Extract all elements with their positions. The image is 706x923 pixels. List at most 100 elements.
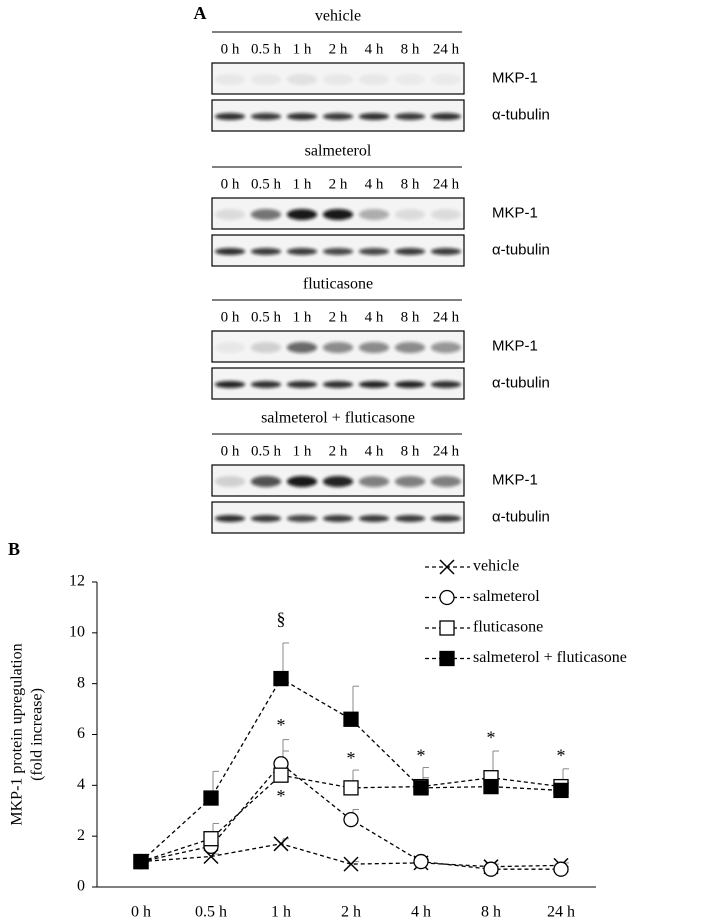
marker — [343, 711, 359, 727]
band — [214, 381, 246, 388]
marker — [439, 559, 455, 575]
annotation: * — [277, 786, 286, 806]
band — [358, 476, 390, 487]
y-axis-label: (fold increase) — [29, 688, 46, 781]
x-tick-label: 4 h — [411, 904, 431, 921]
y-tick-label: 0 — [77, 878, 85, 895]
band — [358, 113, 390, 120]
lane-label: 0 h — [221, 41, 240, 57]
x-tick-label: 2 h — [341, 904, 361, 921]
band — [286, 209, 318, 220]
marker — [413, 853, 429, 870]
y-tick-label: 2 — [77, 827, 85, 844]
y-tick-label: 12 — [69, 573, 85, 590]
legend-label: vehicle — [473, 558, 519, 575]
marker — [203, 831, 219, 847]
band — [430, 113, 462, 120]
band — [358, 74, 390, 85]
annotation: * — [487, 728, 496, 748]
annotation: * — [277, 715, 286, 735]
marker-stroke — [273, 836, 289, 852]
lane-label: 0 h — [221, 443, 240, 459]
band — [286, 248, 318, 255]
blot-label: MKP-1 — [492, 69, 538, 86]
band — [214, 209, 246, 220]
marker — [553, 861, 569, 877]
lane-label: 24 h — [433, 176, 460, 192]
legend-label: fluticasone — [473, 619, 543, 636]
marker — [439, 620, 455, 636]
group-title: salmeterol — [305, 143, 372, 160]
band — [394, 74, 426, 85]
band — [358, 381, 390, 388]
band — [394, 113, 426, 120]
x-tick-label: 1 h — [271, 904, 291, 921]
lane-label: 4 h — [365, 443, 384, 459]
band — [250, 342, 282, 353]
lane-label: 2 h — [329, 443, 348, 459]
band — [250, 74, 282, 85]
lane-label: 8 h — [401, 309, 420, 325]
marker — [483, 778, 499, 795]
band — [286, 74, 318, 85]
band — [322, 515, 354, 522]
band — [430, 515, 462, 522]
band — [322, 248, 354, 255]
y-axis-label: MKP-1 protein upregulation — [9, 643, 26, 825]
marker — [273, 767, 289, 783]
marker — [343, 780, 359, 796]
band — [394, 381, 426, 388]
panel-label: B — [8, 539, 20, 559]
lane-label: 0 h — [221, 309, 240, 325]
band — [322, 342, 354, 353]
band — [286, 476, 318, 487]
band — [214, 248, 246, 255]
marker — [203, 790, 219, 806]
group-title: fluticasone — [303, 276, 373, 293]
band — [394, 476, 426, 487]
lane-label: 24 h — [433, 309, 460, 325]
legend-label: salmeterol + fluticasone — [473, 649, 627, 666]
band — [430, 381, 462, 388]
group-title: vehicle — [315, 8, 361, 25]
y-tick-label: 10 — [69, 624, 85, 641]
band — [250, 381, 282, 388]
band — [250, 248, 282, 255]
x-tick-label: 0 h — [131, 904, 151, 921]
lane-label: 8 h — [401, 41, 420, 57]
lane-label: 1 h — [293, 309, 312, 325]
band — [430, 209, 462, 220]
band — [322, 381, 354, 388]
band — [214, 342, 246, 353]
band — [286, 381, 318, 388]
band — [358, 342, 390, 353]
band — [430, 476, 462, 487]
marker — [273, 670, 289, 687]
band — [394, 342, 426, 353]
lane-label: 1 h — [293, 176, 312, 192]
group-title: salmeterol + fluticasone — [261, 410, 415, 427]
band — [214, 113, 246, 120]
band — [430, 74, 462, 85]
band — [394, 209, 426, 220]
marker — [439, 650, 455, 667]
band — [250, 113, 282, 120]
marker — [343, 811, 359, 828]
marker — [343, 856, 359, 872]
lane-label: 2 h — [329, 176, 348, 192]
band — [322, 74, 354, 85]
band — [358, 209, 390, 220]
band — [214, 515, 246, 522]
lane-label: 4 h — [365, 309, 384, 325]
annotation: * — [417, 746, 426, 766]
lane-label: 0.5 h — [251, 309, 282, 325]
lane-label: 1 h — [293, 443, 312, 459]
lane-label: 4 h — [365, 41, 384, 57]
lane-label: 0 h — [221, 176, 240, 192]
blot-label: α-tubulin — [492, 508, 550, 525]
blot-label: MKP-1 — [492, 337, 538, 354]
band — [250, 209, 282, 220]
blot-label: MKP-1 — [492, 471, 538, 488]
marker-stroke — [343, 856, 359, 872]
marker — [413, 780, 429, 796]
